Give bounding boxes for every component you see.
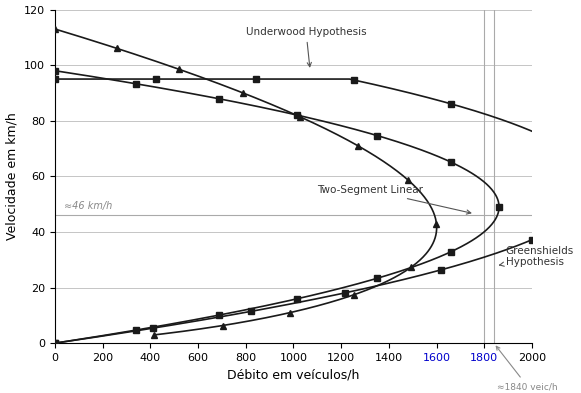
Text: Underwood Hypothesis: Underwood Hypothesis — [246, 27, 367, 67]
Text: ≈46 km/h: ≈46 km/h — [64, 201, 112, 211]
Text: Greenshields
Hypothesis: Greenshields Hypothesis — [500, 246, 574, 268]
Text: ≈1840 veic/h: ≈1840 veic/h — [496, 346, 558, 391]
Text: Two-Segment Linear: Two-Segment Linear — [317, 185, 471, 214]
Y-axis label: Velocidade em km/h: Velocidade em km/h — [6, 112, 19, 240]
X-axis label: Débito em veículos/h: Débito em veículos/h — [227, 368, 360, 382]
